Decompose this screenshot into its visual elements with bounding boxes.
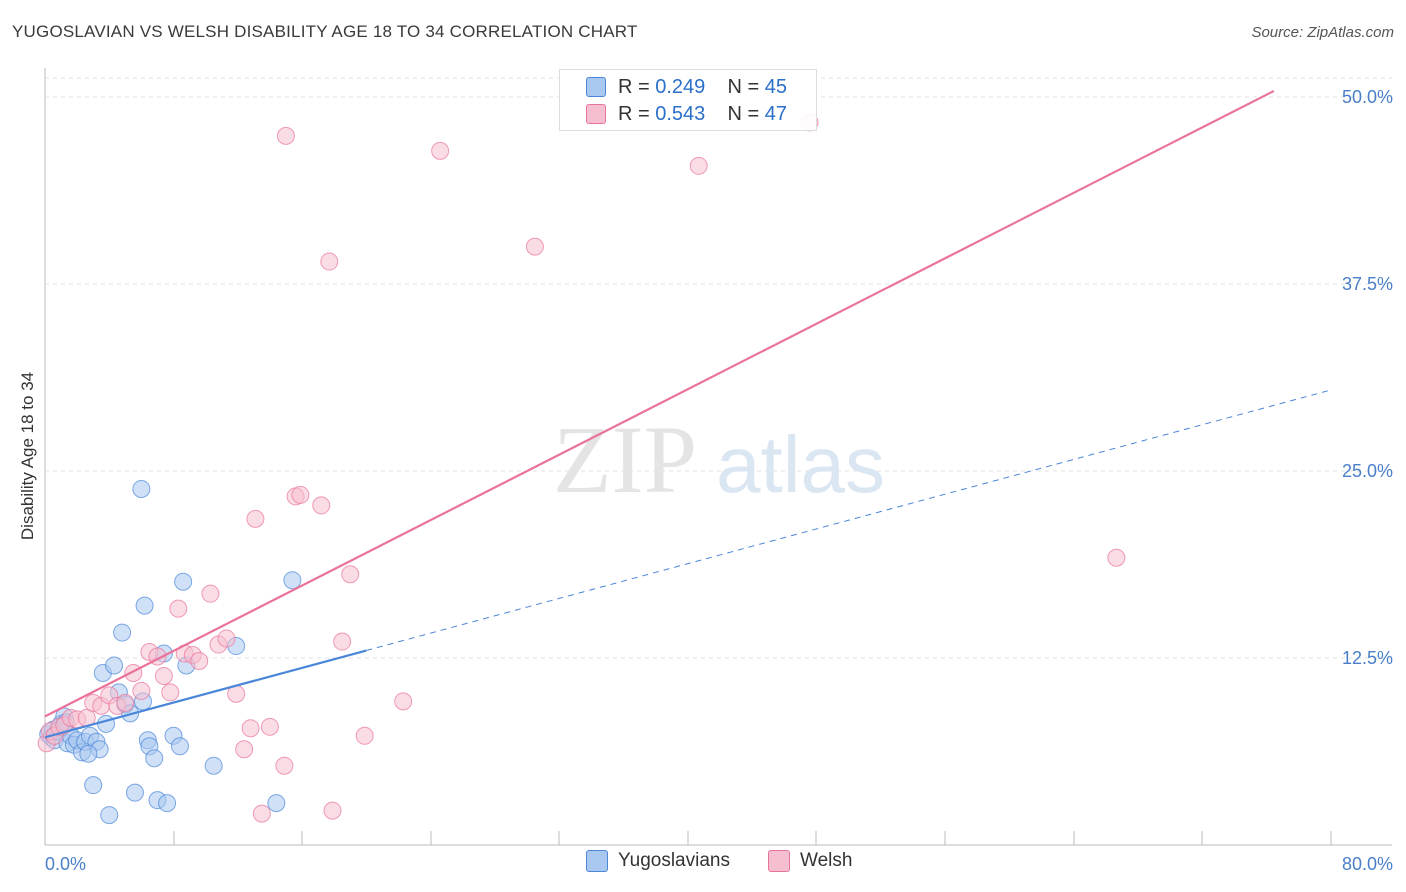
data-point-welsh: [341, 565, 360, 584]
data-point-yugoslavians: [100, 806, 119, 825]
data-point-welsh: [525, 237, 544, 256]
data-point-welsh: [246, 509, 265, 528]
source-label: Source: ZipAtlas.com: [1251, 24, 1394, 41]
data-point-yugoslavians: [135, 596, 154, 615]
legend-label-welsh: Welsh: [800, 850, 853, 871]
data-point-yugoslavians: [158, 794, 177, 813]
legend-n-value-welsh: 47: [764, 102, 788, 125]
data-point-yugoslavians: [125, 783, 144, 802]
legend-row-yugoslavians: R = 0.249 N = 45: [586, 75, 787, 99]
y-tick-label: 50.0%: [1342, 87, 1393, 107]
legend-r-value-yugoslavians: 0.249: [655, 75, 706, 98]
data-point-yugoslavians: [174, 572, 193, 591]
legend-r-label: R =: [618, 102, 650, 125]
trend-line-extension-yugoslavians: [366, 389, 1331, 652]
data-point-welsh: [201, 584, 220, 603]
legend-r-label: R =: [618, 75, 650, 98]
data-point-welsh: [333, 632, 352, 651]
legend-n-label: N =: [727, 75, 760, 98]
data-point-yugoslavians: [84, 776, 103, 795]
x-tick-label: 0.0%: [45, 854, 86, 874]
data-point-yugoslavians: [105, 656, 124, 675]
data-point-welsh: [241, 719, 260, 738]
data-point-welsh: [320, 252, 339, 271]
data-point-welsh: [431, 141, 450, 160]
data-point-welsh: [260, 717, 279, 736]
data-point-yugoslavians: [132, 479, 151, 498]
data-point-welsh: [154, 666, 173, 685]
data-point-welsh: [116, 693, 135, 712]
trend-line-welsh: [44, 90, 1275, 718]
legend-n-label: N =: [727, 102, 760, 125]
legend-item-yugoslavians[interactable]: Yugoslavians: [586, 850, 730, 872]
data-point-yugoslavians: [79, 744, 98, 763]
legend-row-welsh: R = 0.543 N = 47: [586, 102, 787, 126]
legend-swatch-yugoslavians: [586, 77, 606, 97]
data-point-yugoslavians: [97, 714, 116, 733]
x-tick-label: 80.0%: [1342, 854, 1393, 874]
series-legend: Yugoslavians Welsh: [0, 850, 1406, 878]
legend-swatch-yugoslavians: [586, 850, 608, 872]
data-point-welsh: [132, 681, 151, 700]
data-point-yugoslavians: [204, 756, 223, 775]
data-point-welsh: [394, 692, 413, 711]
data-point-yugoslavians: [113, 623, 132, 642]
data-point-welsh: [190, 651, 209, 670]
legend-label-yugoslavians: Yugoslavians: [618, 850, 730, 871]
legend-swatch-welsh: [768, 850, 790, 872]
legend-swatch-welsh: [586, 104, 606, 124]
data-point-yugoslavians: [170, 737, 189, 756]
data-point-welsh: [689, 156, 708, 175]
y-axis-label: Disability Age 18 to 34: [18, 371, 37, 541]
data-point-welsh: [312, 496, 331, 515]
data-point-welsh: [276, 126, 295, 145]
data-point-welsh: [161, 683, 180, 702]
data-point-welsh: [252, 804, 271, 823]
y-tick-label: 25.0%: [1342, 461, 1393, 481]
data-point-welsh: [169, 599, 188, 618]
data-point-welsh: [323, 801, 342, 820]
data-point-welsh: [1107, 548, 1126, 567]
data-point-welsh: [275, 756, 294, 775]
trend-line-yugoslavians: [44, 649, 367, 739]
data-point-yugoslavians: [267, 794, 286, 813]
stats-legend: R = 0.249 N = 45 R = 0.543 N = 47: [559, 69, 817, 131]
y-tick-label: 37.5%: [1342, 274, 1393, 294]
watermark-zip: ZIP: [553, 406, 697, 513]
data-point-welsh: [355, 726, 374, 745]
data-point-yugoslavians: [145, 749, 164, 768]
legend-item-welsh[interactable]: Welsh: [768, 850, 852, 872]
data-point-welsh: [235, 740, 254, 759]
data-point-welsh: [217, 629, 236, 648]
data-point-welsh: [124, 663, 143, 682]
data-point-welsh: [291, 485, 310, 504]
y-tick-label: 12.5%: [1342, 648, 1393, 668]
legend-n-value-yugoslavians: 45: [764, 75, 788, 98]
chart-title: YUGOSLAVIAN VS WELSH DISABILITY AGE 18 T…: [12, 22, 638, 41]
legend-r-value-welsh: 0.543: [655, 102, 706, 125]
data-point-yugoslavians: [283, 571, 302, 590]
watermark-atlas: atlas: [716, 420, 885, 509]
